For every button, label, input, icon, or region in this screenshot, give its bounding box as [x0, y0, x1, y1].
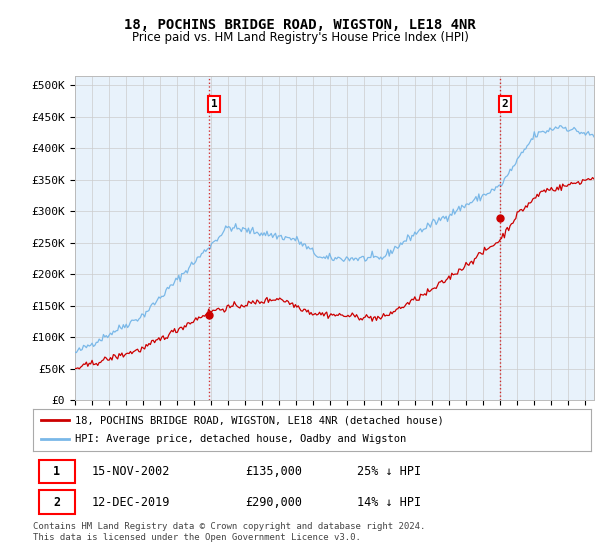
Text: 2: 2: [53, 496, 60, 508]
FancyBboxPatch shape: [38, 491, 75, 514]
Text: 18, POCHINS BRIDGE ROAD, WIGSTON, LE18 4NR: 18, POCHINS BRIDGE ROAD, WIGSTON, LE18 4…: [124, 18, 476, 32]
Text: HPI: Average price, detached house, Oadby and Wigston: HPI: Average price, detached house, Oadb…: [75, 435, 406, 445]
Text: Price paid vs. HM Land Registry's House Price Index (HPI): Price paid vs. HM Land Registry's House …: [131, 31, 469, 44]
Text: 25% ↓ HPI: 25% ↓ HPI: [356, 465, 421, 478]
Text: Contains HM Land Registry data © Crown copyright and database right 2024.: Contains HM Land Registry data © Crown c…: [33, 522, 425, 531]
Text: 12-DEC-2019: 12-DEC-2019: [92, 496, 170, 508]
Text: 14% ↓ HPI: 14% ↓ HPI: [356, 496, 421, 508]
Text: £290,000: £290,000: [245, 496, 302, 508]
Text: 2: 2: [501, 99, 508, 109]
Text: 1: 1: [211, 99, 218, 109]
Text: 1: 1: [53, 465, 60, 478]
Text: £135,000: £135,000: [245, 465, 302, 478]
Text: 18, POCHINS BRIDGE ROAD, WIGSTON, LE18 4NR (detached house): 18, POCHINS BRIDGE ROAD, WIGSTON, LE18 4…: [75, 415, 443, 425]
Text: 15-NOV-2002: 15-NOV-2002: [92, 465, 170, 478]
Text: This data is licensed under the Open Government Licence v3.0.: This data is licensed under the Open Gov…: [33, 533, 361, 542]
FancyBboxPatch shape: [38, 460, 75, 483]
